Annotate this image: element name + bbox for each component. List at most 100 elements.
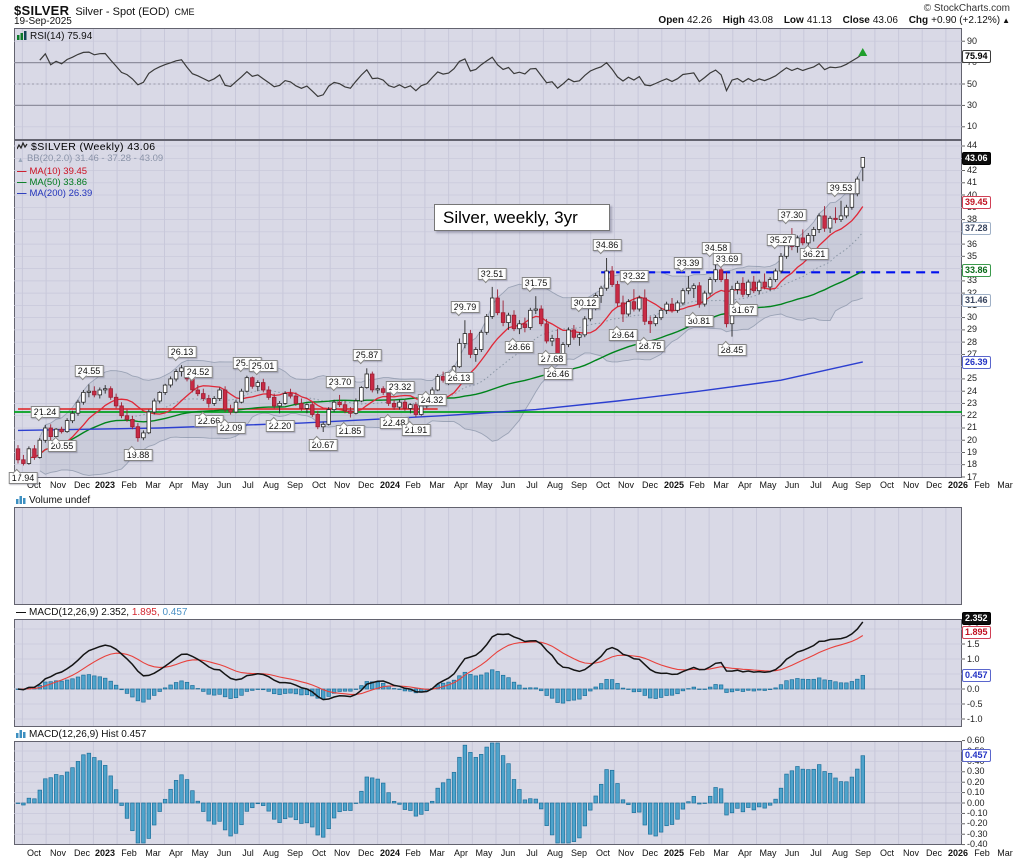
axis-tick-label: 34	[967, 263, 978, 273]
month-label: Apr	[737, 848, 753, 858]
axis-tick-label: 32	[967, 288, 978, 298]
month-label: Aug	[546, 848, 564, 858]
change-label: Chg	[908, 15, 929, 26]
x-axis-bottom: Oct Nov Dec 2023 Feb Mar Apr May Jun Jul Aug Sep Oct…	[0, 847, 1024, 863]
rsi-label-text: RSI(14) 75.94	[30, 31, 93, 42]
macd-panel	[14, 619, 962, 727]
bb-icon: ▲	[17, 157, 24, 164]
close-label: Close	[842, 15, 870, 26]
month-label: Apr	[737, 480, 753, 490]
axis-tick-label: 18	[967, 459, 978, 469]
month-label: Mar	[997, 848, 1013, 858]
axis-tick-label: 90	[967, 36, 978, 46]
high-label: High	[722, 15, 746, 26]
month-label: Feb	[689, 480, 705, 490]
axis-tick-label: 25	[967, 373, 978, 383]
month-label: Feb	[121, 480, 137, 490]
axis-tick-label: 30	[967, 100, 978, 110]
month-label: Nov	[902, 480, 920, 490]
change-up-arrow-icon: ▲	[1002, 16, 1010, 25]
instrument-name: Silver - Spot (EOD)	[75, 6, 170, 18]
axis-tick-label: 22	[967, 410, 978, 420]
month-label: Aug	[546, 480, 564, 490]
axis-tick-label: 0.10	[967, 787, 985, 797]
axis-value-badge: 75.94	[962, 50, 991, 63]
axis-value-badge: 26.39	[962, 356, 991, 369]
axis-tick-label: 37	[967, 226, 978, 236]
month-label: Dec	[73, 848, 91, 858]
legend-ma50-row: — MA(50) 33.86	[17, 177, 163, 188]
axis-tick-label: 0.00	[967, 798, 985, 808]
axis-value-badge: 1.895	[962, 626, 991, 639]
month-label: Feb	[689, 848, 705, 858]
ticker-symbol: $SILVER	[14, 3, 70, 18]
volume-bars-icon	[16, 496, 26, 504]
month-label: Mar	[713, 480, 729, 490]
axis-tick-label: 41	[967, 177, 978, 187]
month-label: Nov	[902, 848, 920, 858]
month-label: 2026	[947, 480, 969, 490]
legend-ma10: MA(10) 39.45	[29, 166, 88, 177]
axis-tick-label: 38	[967, 214, 978, 224]
month-label: 2026	[947, 848, 969, 858]
axis-tick-label: 1.5	[967, 639, 980, 649]
month-label: Nov	[49, 480, 67, 490]
month-label: Oct	[595, 848, 611, 858]
legend-ma200-row: — MA(200) 26.39	[17, 188, 163, 199]
axis-tick-label: 10	[967, 121, 978, 131]
low-label: Low	[783, 15, 804, 26]
month-label: Jul	[242, 848, 254, 858]
candlestick-icon	[17, 142, 28, 150]
month-label: 2024	[379, 848, 401, 858]
month-label: Sep	[854, 848, 872, 858]
month-label: Feb	[121, 848, 137, 858]
macd-legend: — MACD(12,26,9) 2.352, 1.895, 0.457	[16, 607, 187, 618]
axis-value-badge: 0.457	[962, 749, 991, 762]
month-label: Jul	[810, 480, 822, 490]
month-label: Feb	[405, 480, 421, 490]
month-label: Sep	[570, 848, 588, 858]
month-label: Mar	[145, 848, 161, 858]
legend-bb: BB(20,2.0) 31.46 - 37.28 - 43.09	[26, 153, 164, 164]
axis-tick-label: 0.50	[967, 746, 985, 756]
month-label: 2023	[94, 480, 116, 490]
axis-value-badge: 31.46	[962, 294, 991, 307]
month-label: Jun	[784, 480, 800, 490]
macd-hist-legend: MACD(12,26,9) Hist 0.457	[16, 729, 146, 740]
month-label: Oct	[595, 480, 611, 490]
month-label: Jul	[526, 480, 538, 490]
month-label: Dec	[641, 480, 659, 490]
month-label: Nov	[617, 848, 635, 858]
axis-tick-label: 30	[967, 312, 978, 322]
ma50-swatch-icon: —	[17, 177, 27, 188]
macd-name: MACD(12,26,9)	[29, 607, 99, 618]
high-value: 43.08	[748, 15, 774, 26]
month-label: Oct	[26, 480, 42, 490]
month-label: May	[475, 480, 493, 490]
month-label: Nov	[333, 480, 351, 490]
month-label: Sep	[570, 480, 588, 490]
axis-tick-label: 28	[967, 337, 978, 347]
volume-panel	[14, 507, 962, 605]
axis-tick-label: 2.0	[967, 624, 980, 634]
axis-tick-label: 50	[967, 79, 978, 89]
month-label: Aug	[262, 848, 280, 858]
axis-tick-label: 70	[967, 57, 978, 67]
month-label: 2024	[379, 480, 401, 490]
low-value: 41.13	[806, 15, 832, 26]
month-label: Apr	[168, 480, 184, 490]
month-label: 2023	[94, 848, 116, 858]
axis-tick-label: 0.0	[967, 684, 980, 694]
month-label: May	[475, 848, 493, 858]
axis-tick-label: 44	[967, 140, 978, 150]
axis-tick-label: 0.40	[967, 756, 985, 766]
ma10-swatch-icon: —	[17, 166, 27, 177]
axis-tick-label: 0.60	[967, 735, 985, 745]
axis-tick-label: 36	[967, 239, 978, 249]
axis-value-badge: 43.06	[962, 152, 991, 165]
close-value: 43.06	[872, 15, 898, 26]
month-label: Nov	[617, 480, 635, 490]
axis-value-badge: 2.352	[962, 612, 991, 625]
macd-value: 2.352,	[101, 607, 130, 618]
copyright: © StockCharts.com	[923, 3, 1010, 14]
